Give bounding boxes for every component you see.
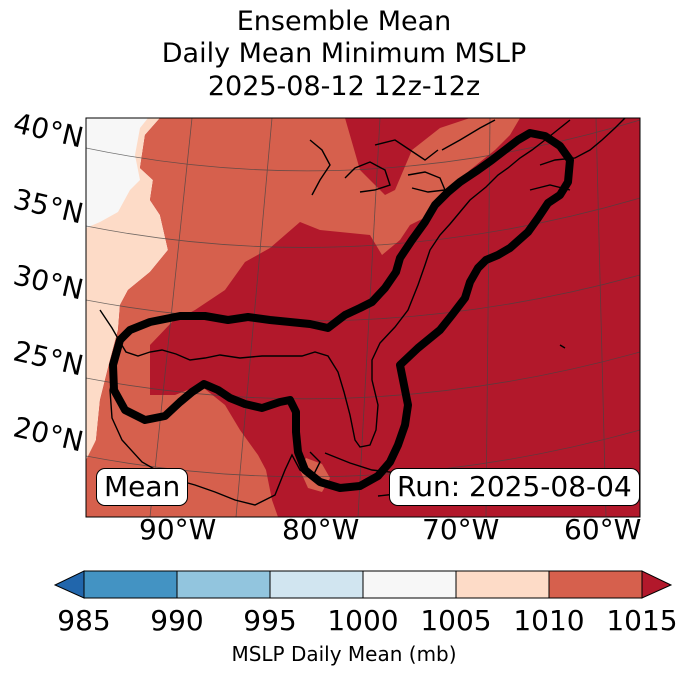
mean-label-box: Mean [96,468,189,506]
title-line-3: 2025-08-12 12z-12z [207,71,481,102]
colorbar-tick-1015: 1015 [606,604,678,637]
colorbar-segment-985-990 [83,570,178,599]
lon-label-60w: 60°W [564,513,642,546]
lon-label-80w: 80°W [282,513,360,546]
colorbar-extend-high [641,570,673,599]
colorbar-tick-985: 985 [57,604,111,637]
title-line-2: Daily Mean Minimum MSLP [161,38,527,69]
colorbar-segment-990-995 [176,570,271,599]
colorbar-segment-1000-1005 [362,570,457,599]
mean-contour-outline [109,129,574,492]
title-line-1: Ensemble Mean [236,6,452,37]
colorbar [53,570,673,599]
colorbar-tick-990: 990 [150,604,204,637]
colorbar-segment-1010-1015 [548,570,643,599]
pressure-band-1010-1015 [86,118,520,517]
pressure-band-1000-1005 [86,118,148,228]
colorbar-tick-995: 995 [243,604,297,637]
colorbar-tick-1010: 1010 [513,604,585,637]
colorbar-label: MSLP Daily Mean (mb) [231,642,457,666]
colorbar-segment-1005-1010 [455,570,550,599]
run-date-label-box: Run: 2025-08-04 [389,468,640,506]
colorbar-extend-low [53,570,85,599]
colorbar-tick-1000: 1000 [327,604,399,637]
map-frame [85,117,641,518]
colorbar-segment-995-1000 [269,570,364,599]
lon-label-70w: 70°W [422,513,500,546]
lon-label-90w: 90°W [139,513,217,546]
colorbar-tick-1005: 1005 [420,604,492,637]
